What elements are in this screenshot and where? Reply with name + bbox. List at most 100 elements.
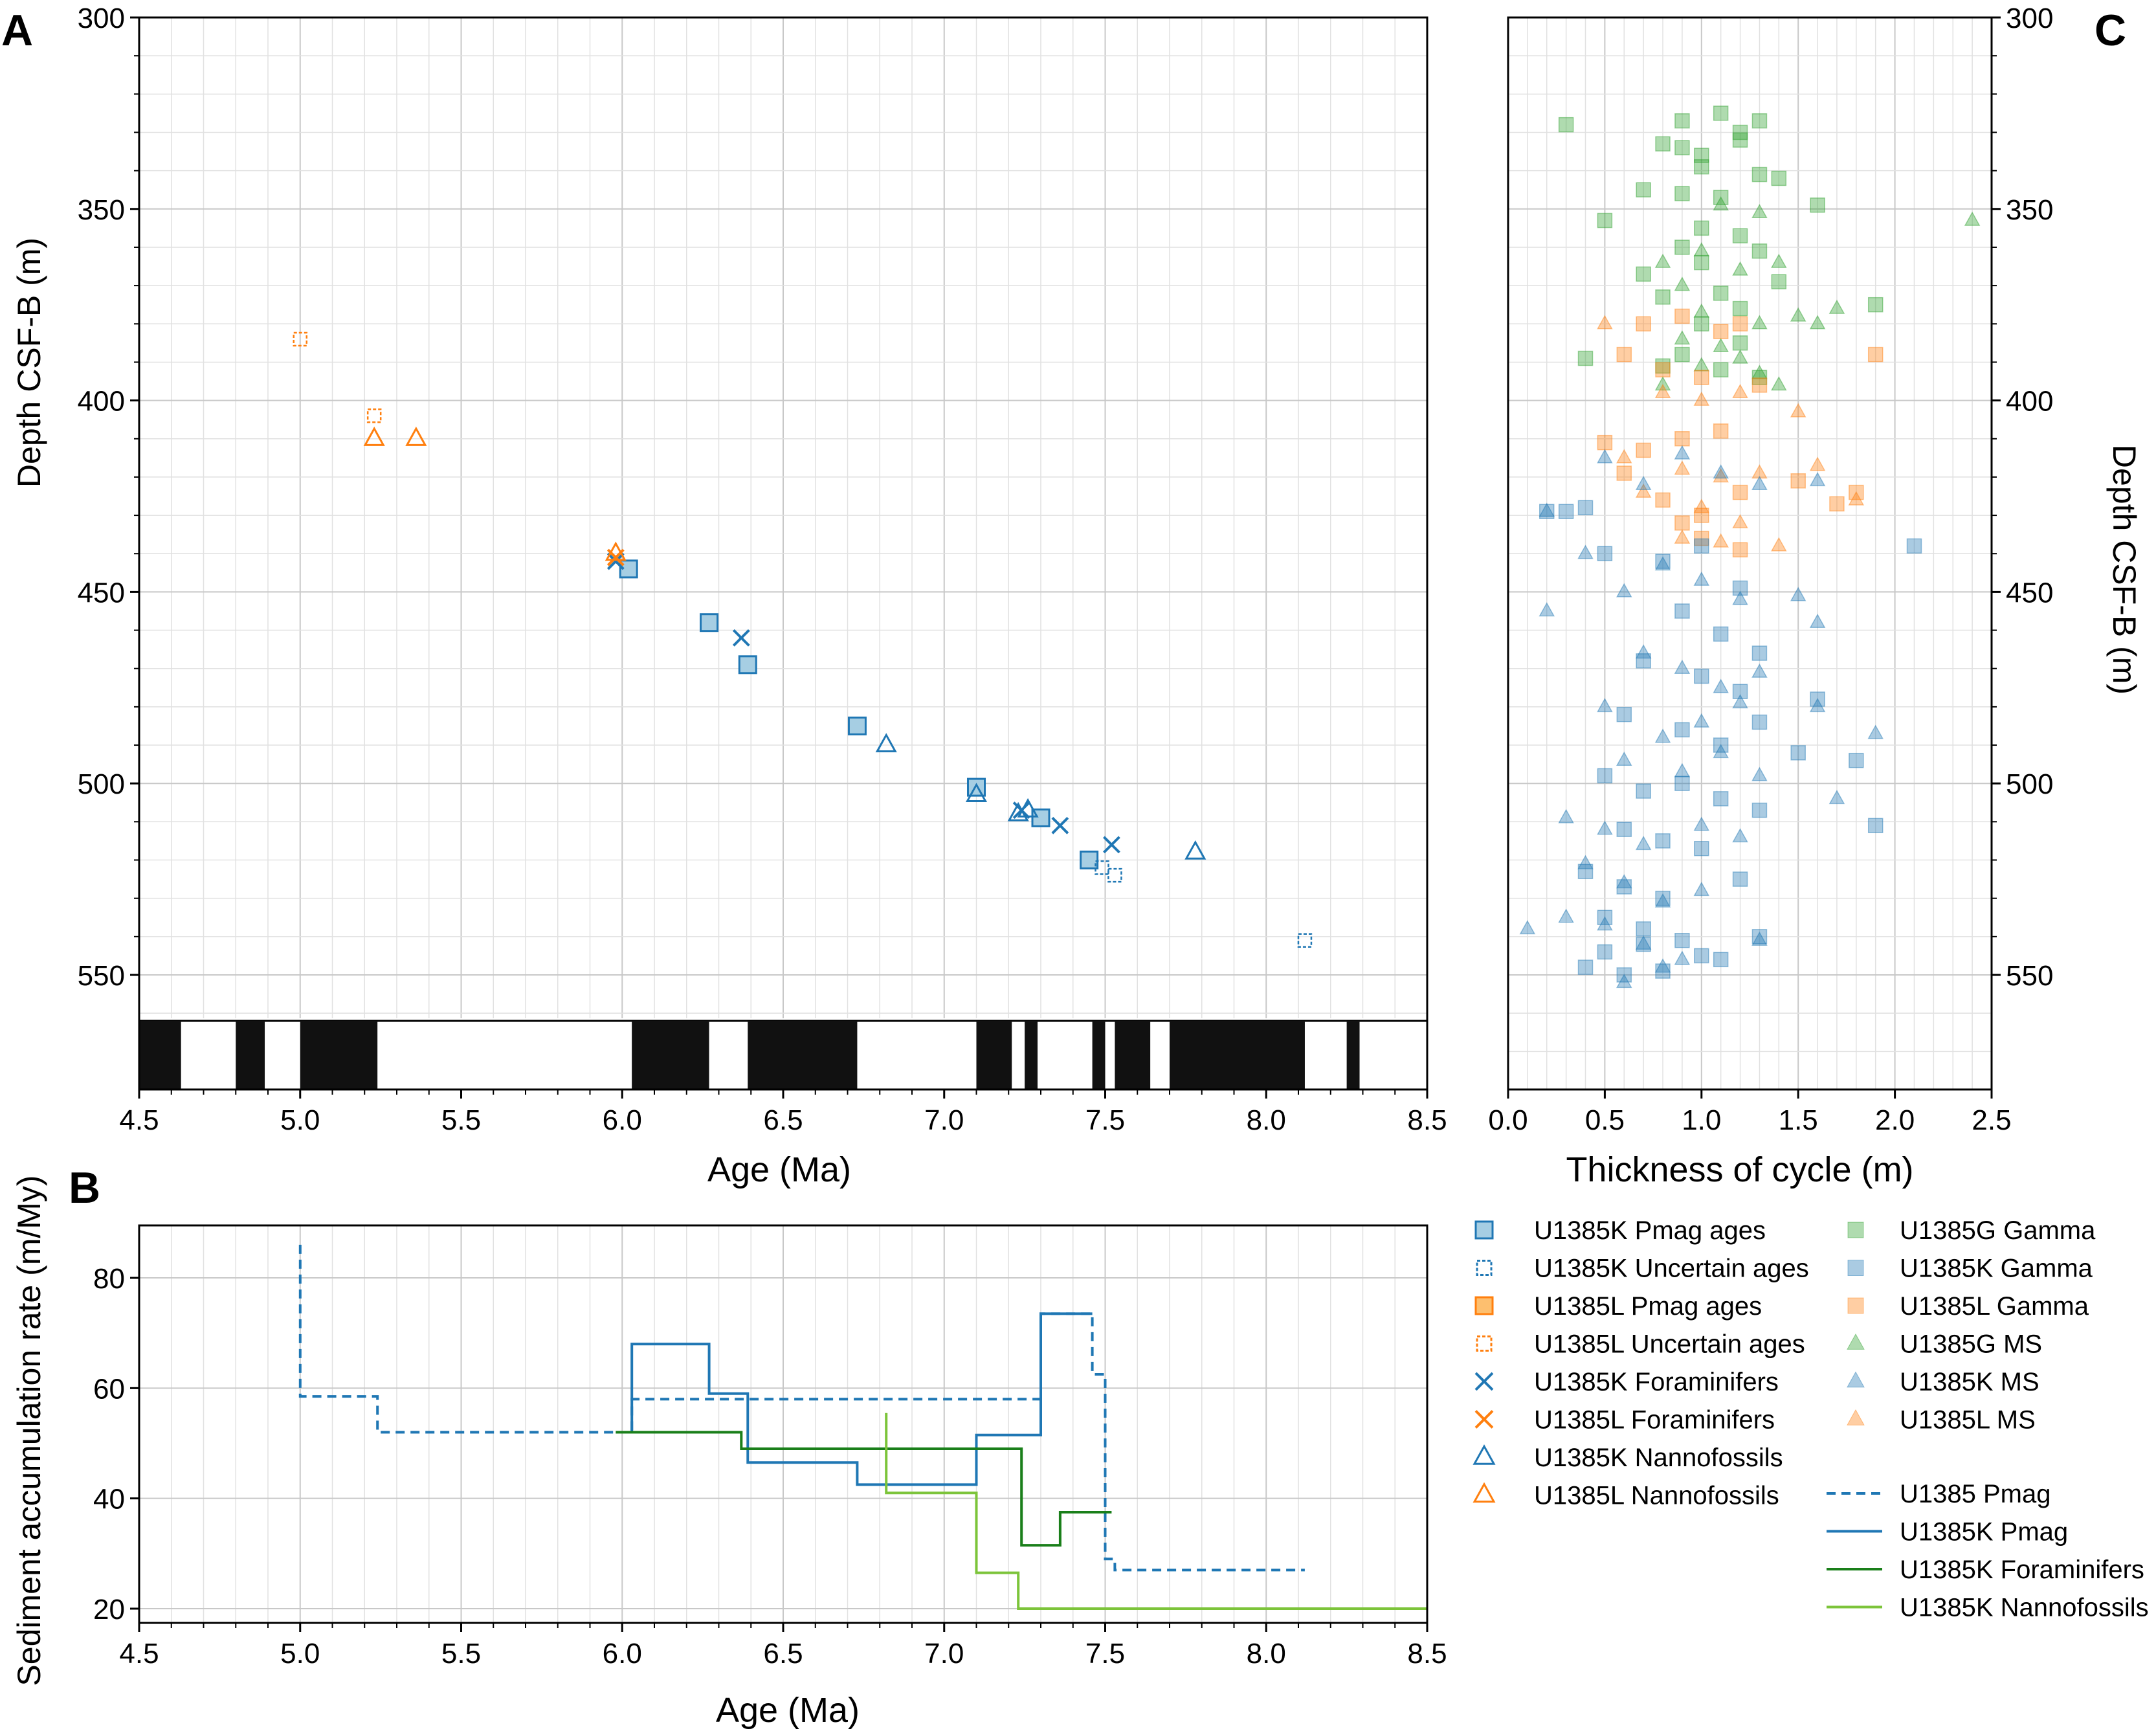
- legend-label: U1385L Foraminifers: [1534, 1406, 1775, 1435]
- panel-c-point: [1751, 370, 1768, 385]
- gridlines: [139, 17, 1992, 1623]
- panel-c-point: [1732, 300, 1748, 317]
- panel-b-x-tick-label: 7.0: [924, 1638, 964, 1670]
- panel-b-x-tick-label: 6.5: [763, 1638, 803, 1670]
- panel-a-point: [293, 331, 307, 347]
- panel-a-x-tick-label: 5.5: [441, 1104, 481, 1136]
- polarity-normal-interval: [1115, 1021, 1151, 1089]
- panel-c-point: [1597, 916, 1613, 931]
- legend-marker: [1476, 1260, 1493, 1276]
- panel-c-point: [1810, 691, 1825, 707]
- panel-c-point: [1713, 362, 1729, 378]
- polarity-normal-interval: [1092, 1021, 1106, 1089]
- panel-c-point: [1674, 186, 1690, 201]
- panel-c-point: [1790, 586, 1806, 601]
- panel-c-point: [1636, 442, 1651, 458]
- panel-c-x-tick-label: 0.5: [1585, 1104, 1625, 1136]
- legend: U1385K Pmag ages U1385K Uncertain ages U13…: [1473, 1216, 2149, 1622]
- legend-label: U1385K Gamma: [1900, 1255, 2093, 1283]
- panel-c-point: [1751, 766, 1768, 781]
- legend-marker: [1847, 1371, 1865, 1388]
- panel-c-point: [1713, 190, 1729, 205]
- panel-a-point: [967, 777, 986, 797]
- panel-c-point: [1751, 645, 1768, 661]
- polarity-normal-interval: [1346, 1021, 1360, 1089]
- panel-c-point: [1751, 931, 1768, 946]
- legend-label: U1385K Foraminifers: [1534, 1368, 1779, 1396]
- panel-c-point: [1713, 106, 1729, 121]
- panel-c-point: [1597, 434, 1613, 451]
- panel-c-point: [1693, 571, 1710, 586]
- panel-c-point: [1654, 893, 1671, 908]
- legend-label: U1385K Pmag ages: [1534, 1216, 1766, 1245]
- panel-c-y-tick-label: 400: [2006, 386, 2053, 418]
- panel-c-point: [1616, 583, 1632, 597]
- panel-c-x-tick-label: 1.0: [1682, 1104, 1721, 1136]
- panel-c-point: [1732, 684, 1748, 699]
- panel-a-y-tick-label: 550: [78, 960, 125, 992]
- legend-label: U1385K Uncertain ages: [1534, 1255, 1809, 1283]
- panel-c-point: [1694, 254, 1709, 271]
- panel-c-point: [1732, 349, 1748, 364]
- panel-c-point: [1867, 724, 1884, 739]
- panel-c-point: [1616, 465, 1632, 481]
- panel-c-point: [1694, 841, 1709, 856]
- panel-a-x-tick-label: 6.5: [763, 1104, 803, 1136]
- legend-label: U1385L Nannofossils: [1534, 1482, 1779, 1510]
- panel-c-point: [1635, 475, 1652, 491]
- panel-a-point: [405, 427, 427, 446]
- panel-c-point: [1597, 768, 1613, 784]
- panel-c-x-tick-label: 2.0: [1875, 1104, 1915, 1136]
- panel-c-point: [1751, 663, 1768, 678]
- panel-c-point: [1636, 936, 1651, 952]
- panel-c-point: [1732, 514, 1748, 529]
- panel-c-point: [1771, 170, 1787, 186]
- panel-c-point: [1751, 315, 1768, 329]
- panel-c-point: [1539, 502, 1555, 517]
- panel-c-point: [1539, 602, 1555, 617]
- panel-c-point: [1616, 821, 1632, 837]
- panel-c-y-axis-label: Depth CSF-B (m): [2106, 445, 2142, 695]
- panel-c-point: [1654, 253, 1671, 268]
- legend-label: U1385K Pmag: [1900, 1518, 2068, 1547]
- panel-c-point: [1809, 315, 1826, 329]
- panel-c-point: [1674, 140, 1690, 155]
- panel-label-a: A: [1, 6, 33, 55]
- panel-c-point: [1636, 316, 1651, 332]
- panel-c-point: [1597, 910, 1613, 926]
- panel-a-x-axis-label: Age (Ma): [707, 1150, 851, 1189]
- panel-c-point: [1655, 362, 1671, 378]
- panel-c-point: [1751, 929, 1768, 944]
- panel-c-x-tick-label: 2.5: [1972, 1104, 2011, 1136]
- legend-label: U1385K Nannofossils: [1900, 1594, 2149, 1622]
- legend-marker: [1474, 1410, 1494, 1429]
- panel-b-x-tick-label: 6.0: [603, 1638, 642, 1670]
- panel-b-y-tick-label: 40: [93, 1484, 125, 1515]
- panel-c-point: [1790, 307, 1806, 322]
- panel-a-point: [1107, 867, 1122, 883]
- panel-c-point: [1713, 744, 1729, 759]
- panel-a-point: [605, 541, 627, 561]
- polarity-normal-interval: [748, 1021, 858, 1089]
- panel-c-point: [1674, 276, 1691, 291]
- panel-c-point: [1906, 538, 1922, 554]
- panel-c-point: [1751, 364, 1768, 379]
- panel-b-x-tick-label: 5.5: [441, 1638, 481, 1670]
- panel-c-y-tick-label: 550: [2006, 960, 2053, 992]
- chart-marks: [138, 106, 1981, 1610]
- polarity-normal-interval: [1170, 1021, 1305, 1089]
- panel-c-point: [1751, 243, 1768, 259]
- panel-c-point: [1751, 714, 1768, 730]
- panel-a-point: [847, 716, 867, 735]
- panel-c-point: [1674, 460, 1691, 475]
- panel-c-point: [1790, 473, 1806, 489]
- panel-c-point: [1597, 698, 1613, 713]
- panel-c-point: [1655, 289, 1671, 305]
- legend-marker: [1847, 1260, 1864, 1276]
- polarity-normal-interval: [632, 1021, 709, 1089]
- panel-b-x-tick-label: 7.5: [1085, 1638, 1125, 1670]
- legend-label: U1385K Nannofossils: [1534, 1444, 1783, 1472]
- panel-c-point: [1751, 166, 1768, 183]
- panel-c-x-axis-label: Thickness of cycle (m): [1566, 1150, 1913, 1189]
